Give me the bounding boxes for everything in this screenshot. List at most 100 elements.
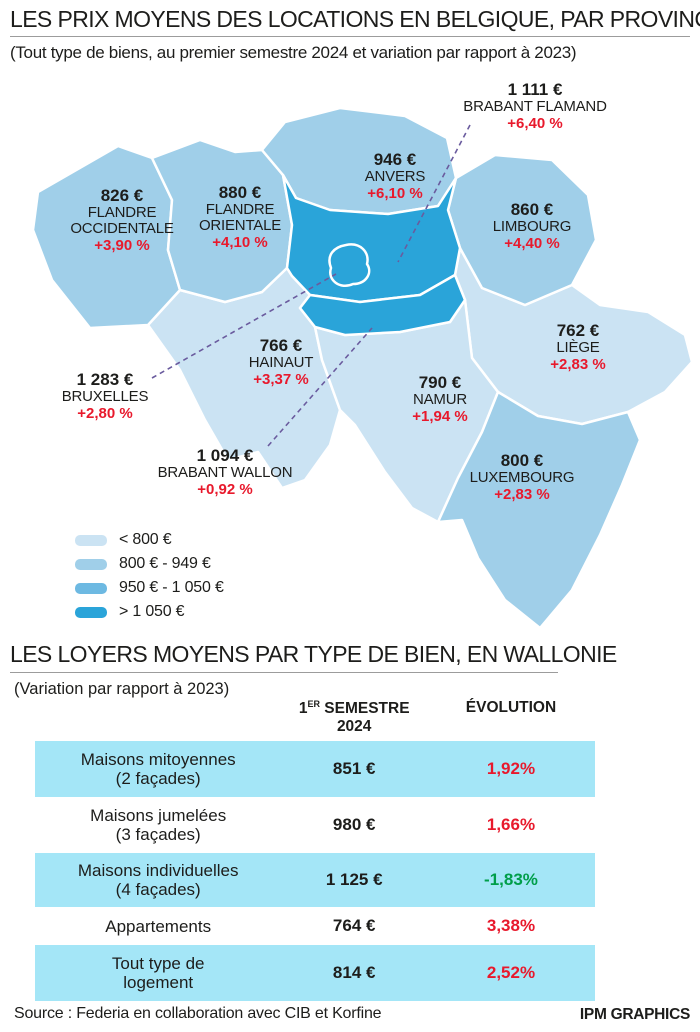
province-price: 1 283 € (76, 370, 134, 389)
province-price: 766 € (259, 336, 303, 355)
province-label-anvers: 946 € ANVERS +6,10 % (310, 150, 480, 203)
province-label-brabant-flamand: 1 111 € BRABANT FLAMAND +6,40 % (445, 80, 625, 133)
row-evolution: 1,66% (486, 815, 536, 834)
table-header-row: 1ER SEMESTRE 2024 ÉVOLUTION (35, 699, 595, 736)
legend-label: 950 € - 1 050 € (119, 579, 224, 596)
map-legend: < 800 € 800 € - 949 € 950 € - 1 050 € > … (75, 528, 224, 624)
row-value: 814 € (332, 963, 376, 982)
legend-swatch (75, 558, 107, 570)
province-label-flandre-orientale: 880 € FLANDRE ORIENTALE +4,10 % (185, 183, 295, 252)
connector-line-brabant-flamand (397, 124, 471, 263)
source-credit: Source : Federia en collaboration avec C… (14, 1005, 382, 1022)
table-header-semester: 1ER SEMESTRE 2024 (281, 699, 427, 736)
province-price: 826 € (100, 186, 144, 205)
province-name: HAINAUT (248, 354, 314, 371)
province-price: 946 € (373, 150, 417, 169)
row-value: 1 125 € (325, 870, 383, 889)
province-name: ANVERS (364, 168, 426, 185)
page-header: LES PRIX MOYENS DES LOCATIONS EN BELGIQU… (10, 6, 700, 63)
row-label: Maisons mitoyennes (80, 750, 236, 769)
header-ordinal-suffix: ER (307, 699, 320, 709)
province-label-liege: 762 € LIÈGE +2,83 % (493, 321, 663, 374)
province-change: +6,10 % (367, 185, 423, 202)
row-label-cell: Appartements (35, 917, 281, 936)
province-name: LUXEMBOURG (469, 469, 575, 486)
row-label: Tout type de logement (111, 954, 205, 992)
row-sublabel: (4 façades) (115, 880, 201, 899)
province-name: FLANDRE ORIENTALE (198, 201, 282, 234)
province-price: 762 € (556, 321, 600, 340)
table-row: Maisons jumelées (3 façades) 980 € 1,66% (35, 797, 595, 853)
belgium-map-svg (31, 106, 694, 630)
province-label-hainaut: 766 € HAINAUT +3,37 % (196, 336, 366, 389)
province-price: 1 111 € (507, 80, 563, 99)
province-price: 1 094 € (196, 446, 254, 465)
province-name: BRABANT WALLON (157, 464, 293, 481)
province-change: +3,90 % (94, 237, 150, 254)
province-change: +1,94 % (412, 408, 468, 425)
table-header-evolution: ÉVOLUTION (465, 699, 557, 716)
row-sublabel: (3 façades) (115, 825, 201, 844)
legend-item: < 800 € (75, 528, 224, 552)
province-name: LIMBOURG (492, 218, 572, 235)
legend-item: 800 € - 949 € (75, 552, 224, 576)
header-number: 1 (298, 700, 308, 717)
province-change: +4,10 % (212, 234, 268, 251)
province-change: +0,92 % (197, 481, 253, 498)
legend-item: 950 € - 1 050 € (75, 576, 224, 600)
province-change: +3,37 % (253, 371, 309, 388)
section-title-underline (10, 672, 558, 673)
table-row: Tout type de logement 814 € 2,52% (35, 945, 595, 1001)
province-price: 800 € (500, 451, 544, 470)
section-title: LES LOYERS MOYENS PAR TYPE DE BIEN, EN W… (10, 641, 617, 667)
row-evolution: -1,83% (484, 870, 538, 889)
wallonia-rent-section: LES LOYERS MOYENS PAR TYPE DE BIEN, EN W… (10, 641, 690, 1001)
agency-credit: IPM GRAPHICS (579, 1006, 690, 1023)
belgium-choropleth-map: 1 111 € BRABANT FLAMAND +6,40 % 946 € AN… (0, 80, 700, 645)
province-label-bruxelles: 1 283 € BRUXELLES +2,80 % (20, 370, 190, 423)
province-change: +2,83 % (494, 486, 550, 503)
row-label-cell: Maisons jumelées (3 façades) (35, 806, 281, 844)
table-header-type (35, 699, 281, 736)
province-change: +2,80 % (77, 405, 133, 422)
section-subtitle: (Variation par rapport à 2023) (14, 680, 230, 698)
province-name: NAMUR (413, 391, 467, 408)
province-shape-luxembourg (436, 390, 642, 630)
header-rest: SEMESTRE 2024 (319, 700, 410, 735)
province-change: +4,40 % (504, 235, 560, 252)
province-name: FLANDRE OCCIDENTALE (70, 204, 174, 237)
province-label-brabant-wallon: 1 094 € BRABANT WALLON +0,92 % (140, 446, 310, 499)
province-shape-brabant-flamand (281, 173, 462, 304)
table-row: Maisons mitoyennes (2 façades) 851 € 1,9… (35, 741, 595, 797)
province-price: 880 € (218, 183, 262, 202)
row-label-cell: Maisons individuelles (4 façades) (35, 861, 281, 899)
legend-label: > 1 050 € (119, 603, 185, 620)
row-label: Appartements (105, 916, 212, 936)
page-footer: Source : Federia en collaboration avec C… (0, 1005, 700, 1027)
province-name: BRUXELLES (61, 388, 149, 405)
row-value: 980 € (332, 815, 376, 834)
province-label-namur: 790 € NAMUR +1,94 % (355, 373, 525, 426)
row-label: Maisons individuelles (77, 861, 239, 880)
province-price: 860 € (510, 200, 554, 219)
province-shape-bruxelles (328, 243, 371, 287)
rent-table: Maisons mitoyennes (2 façades) 851 € 1,9… (35, 741, 595, 1001)
legend-swatch (75, 582, 107, 594)
row-value: 764 € (332, 916, 376, 935)
row-evolution: 3,38% (486, 916, 536, 935)
province-label-flandre-occidentale: 826 € FLANDRE OCCIDENTALE +3,90 % (62, 186, 182, 255)
row-sublabel: (2 façades) (115, 769, 201, 788)
province-change: +6,40 % (507, 115, 563, 132)
table-row: Appartements 764 € 3,38% (35, 907, 595, 945)
province-name: BRABANT FLAMAND (463, 98, 607, 115)
row-value: 851 € (332, 759, 376, 778)
province-change: +2,83 % (550, 356, 606, 373)
row-label: Maisons jumelées (90, 806, 227, 825)
row-label-cell: Maisons mitoyennes (2 façades) (35, 750, 281, 788)
legend-swatch (75, 534, 107, 546)
row-evolution: 1,92% (486, 759, 536, 778)
page-subtitle: (Tout type de biens, au premier semestre… (10, 43, 577, 62)
province-price: 790 € (418, 373, 462, 392)
province-shape-brabant-wallon (298, 273, 467, 337)
